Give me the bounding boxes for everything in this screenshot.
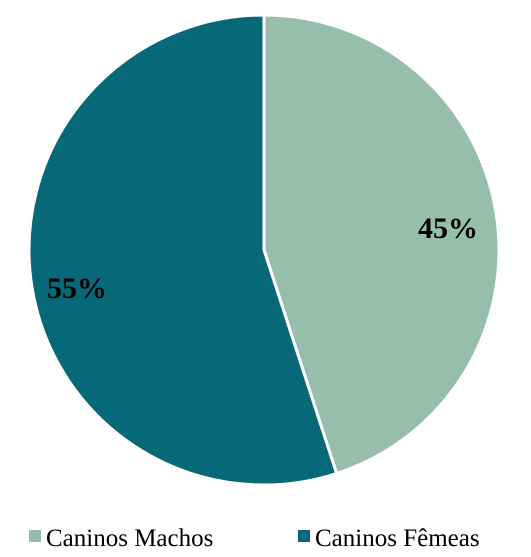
legend-swatch-caninos-machos <box>29 530 41 542</box>
legend: Caninos Machos Caninos Fêmeas <box>29 525 480 552</box>
pie-value-labels: 45% 55% <box>47 212 478 305</box>
pie-slice-caninos-machos <box>262 13 501 475</box>
legend-label-caninos-machos: Caninos Machos <box>46 525 213 552</box>
data-label-caninos-machos: 45% <box>418 212 478 245</box>
pie-slice-caninos-femeas <box>27 13 339 487</box>
data-label-caninos-femeas: 55% <box>47 272 107 305</box>
legend-label-caninos-femeas: Caninos Fêmeas <box>315 525 480 552</box>
pie-slices <box>27 13 501 487</box>
legend-swatch-caninos-femeas <box>298 530 310 542</box>
